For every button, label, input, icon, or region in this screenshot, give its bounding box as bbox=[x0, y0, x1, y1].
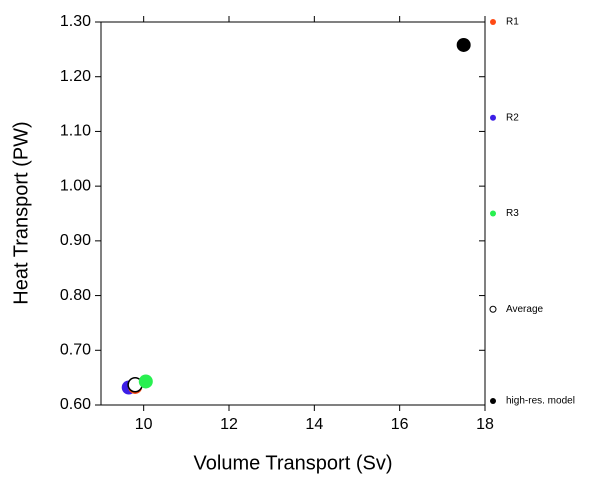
legend-label: Average bbox=[506, 304, 544, 315]
y-tick-label: 1.10 bbox=[60, 123, 91, 140]
y-tick-label: 0.70 bbox=[60, 342, 91, 359]
point bbox=[138, 374, 153, 389]
legend-marker bbox=[490, 19, 496, 25]
point bbox=[456, 37, 471, 52]
legend-label: R3 bbox=[506, 208, 519, 219]
plot-frame bbox=[100, 21, 486, 406]
x-tick-label: 16 bbox=[391, 416, 409, 433]
y-tick-label: 0.80 bbox=[60, 287, 91, 304]
y-axis-title: Heat Transport (PW) bbox=[10, 121, 32, 304]
legend-label: R1 bbox=[506, 17, 519, 28]
y-tick-label: 1.30 bbox=[60, 13, 91, 30]
x-axis-title: Volume Transport (Sv) bbox=[194, 452, 393, 474]
y-tick-label: 0.60 bbox=[60, 396, 91, 413]
legend-label: high-res. model bbox=[506, 396, 575, 407]
y-tick-label: 0.90 bbox=[60, 232, 91, 249]
legend-marker bbox=[490, 210, 496, 217]
legend-marker bbox=[490, 398, 496, 404]
x-tick-label: 14 bbox=[305, 416, 323, 433]
y-tick-label: 1.20 bbox=[60, 68, 91, 85]
legend-marker bbox=[490, 114, 496, 121]
legend-marker bbox=[489, 305, 497, 313]
x-tick-label: 10 bbox=[135, 416, 153, 433]
legend-label: R2 bbox=[506, 112, 519, 123]
x-tick-label: 12 bbox=[220, 416, 238, 433]
x-tick-label: 18 bbox=[476, 416, 494, 433]
y-tick-label: 1.00 bbox=[60, 177, 91, 194]
